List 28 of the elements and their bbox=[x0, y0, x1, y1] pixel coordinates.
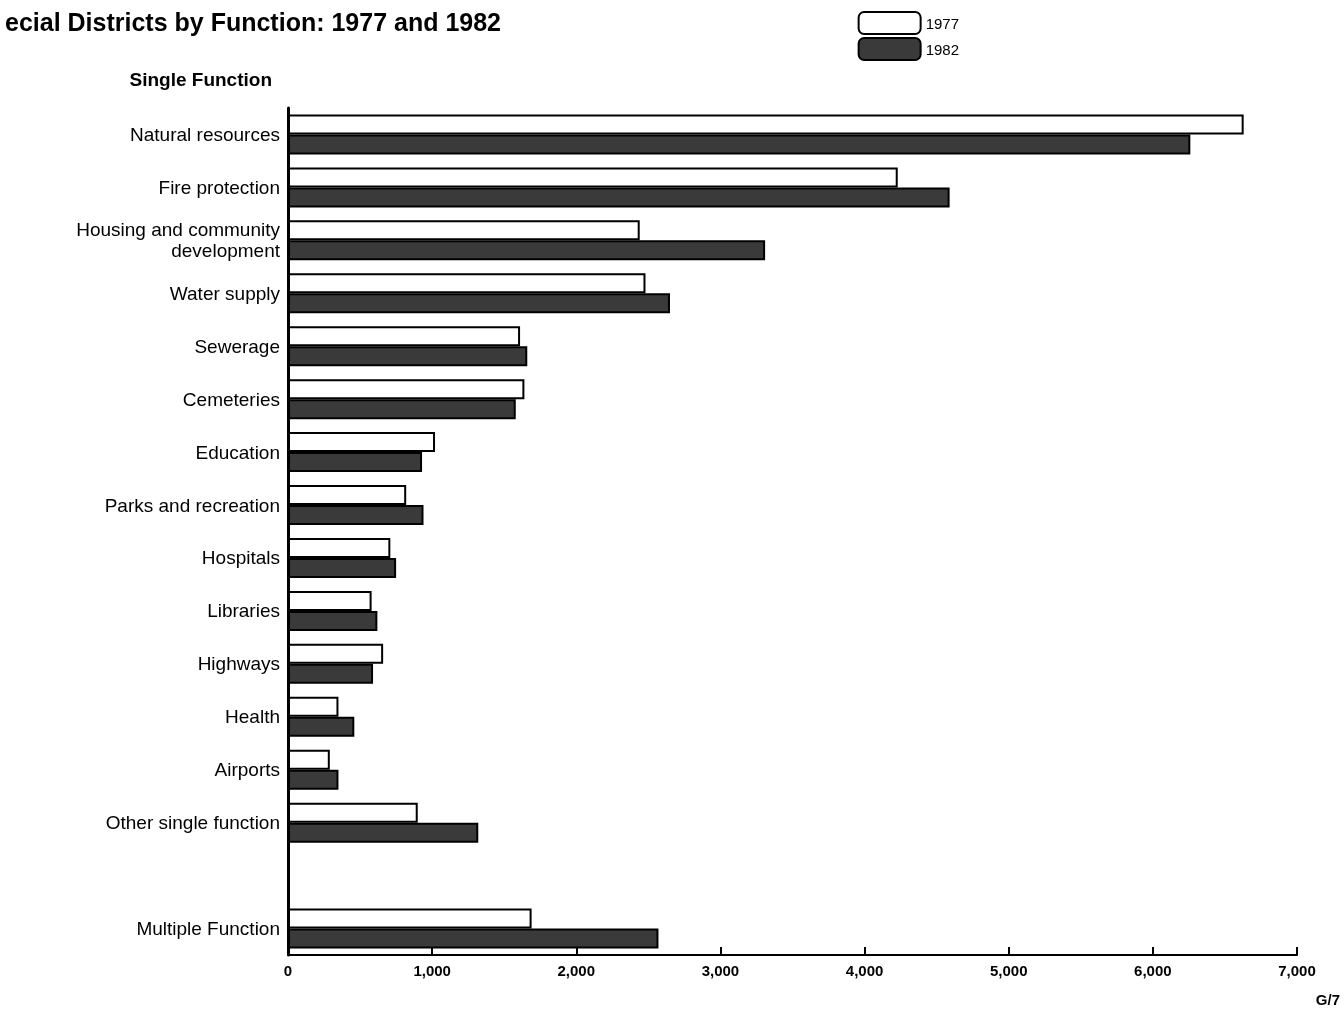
y-tick-label: Health bbox=[225, 706, 280, 728]
y-tick-label: Cemeteries bbox=[182, 388, 280, 410]
y-tick-label: Fire protection bbox=[158, 176, 280, 198]
y-tick-label: Other single function bbox=[105, 812, 280, 834]
x-tick-label: 4,000 bbox=[845, 962, 884, 979]
text: Single Function bbox=[129, 69, 273, 90]
y-tick-label: Water supply bbox=[169, 282, 281, 304]
y-tick-label: Natural resources bbox=[130, 123, 280, 145]
x-tick-label: 0 bbox=[283, 962, 293, 979]
text: G/7 bbox=[1315, 991, 1341, 1008]
x-tick-label: 5,000 bbox=[989, 962, 1028, 979]
y-tick-label: Housing and community development bbox=[76, 219, 281, 262]
x-tick-label: 1,000 bbox=[413, 962, 451, 979]
x-tick-label: 2,000 bbox=[557, 962, 596, 979]
y-tick-label: Highways bbox=[197, 653, 280, 675]
x-tick-label: 7,000 bbox=[1278, 962, 1316, 979]
x-tick-label: 6,000 bbox=[1134, 962, 1172, 979]
y-tick-label: Hospitals bbox=[201, 547, 280, 569]
x-tick-label: 3,000 bbox=[701, 962, 740, 979]
y-tick-label: Parks and recreation bbox=[104, 494, 280, 516]
chart-title: ecial Districts by Function: 1977 and 1982 bbox=[5, 7, 502, 36]
legend-label: 1977 bbox=[925, 14, 960, 32]
y-tick-label: Multiple Function bbox=[136, 918, 280, 940]
y-tick-label: Libraries bbox=[207, 600, 280, 622]
legend-label: 1982 bbox=[925, 40, 960, 58]
y-tick-label: Sewerage bbox=[194, 335, 280, 357]
y-tick-label: Education bbox=[195, 441, 280, 463]
y-tick-label: Airports bbox=[214, 759, 280, 781]
